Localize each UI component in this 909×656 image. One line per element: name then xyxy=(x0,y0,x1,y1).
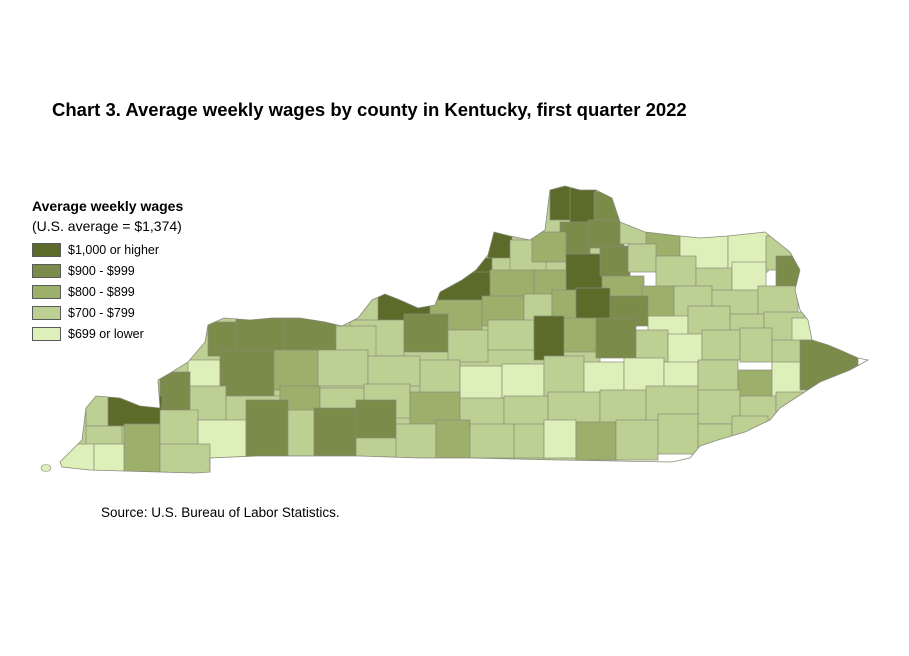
legend-item-800-899: $800 - $899 xyxy=(32,281,183,302)
legend-title: Average weekly wages xyxy=(32,198,184,214)
legend-swatch xyxy=(32,263,61,278)
county-region xyxy=(775,391,807,417)
county-region xyxy=(667,333,703,367)
county-region xyxy=(219,349,275,397)
legend-item-1000-plus: $1,000 or higher xyxy=(32,239,183,260)
county-region xyxy=(235,315,285,353)
county-region xyxy=(533,315,565,361)
legend-item-900-999: $900 - $999 xyxy=(32,260,183,281)
county-region xyxy=(563,317,597,353)
county-region xyxy=(93,443,125,473)
county-region xyxy=(435,419,471,459)
county-region xyxy=(697,359,739,395)
legend-swatch xyxy=(32,284,61,299)
county-region xyxy=(107,395,163,427)
county-region xyxy=(355,399,397,439)
county-region xyxy=(123,423,161,473)
county-region xyxy=(739,327,773,363)
county-region xyxy=(619,221,649,245)
county-region xyxy=(469,423,515,459)
legend-label: $900 - $999 xyxy=(68,263,135,278)
county-region xyxy=(551,289,577,321)
legend: Average weekly wages (U.S. average = $1,… xyxy=(32,198,183,344)
county-region xyxy=(487,319,535,351)
county-region xyxy=(593,191,621,223)
county-region xyxy=(159,409,199,447)
island-county-piece xyxy=(40,464,52,472)
county-region xyxy=(287,409,317,457)
county-region xyxy=(367,355,421,387)
legend-item-699-lower: $699 or lower xyxy=(32,323,183,344)
county-region xyxy=(775,255,803,287)
county-region xyxy=(313,407,357,457)
county-region xyxy=(245,399,289,459)
county-region xyxy=(595,317,637,359)
county-region xyxy=(159,443,211,473)
legend-swatch xyxy=(32,326,61,341)
county-region xyxy=(447,329,489,363)
county-region xyxy=(403,313,449,353)
legend-label: $700 - $799 xyxy=(68,305,135,320)
source-note: Source: U.S. Bureau of Labor Statistics. xyxy=(101,505,340,520)
legend-label: $1,000 or higher xyxy=(68,242,160,257)
county-region xyxy=(487,229,513,259)
county-region xyxy=(549,186,573,221)
county-region xyxy=(701,329,741,361)
county-region xyxy=(615,419,659,461)
legend-label: $800 - $899 xyxy=(68,284,135,299)
county-region xyxy=(627,243,657,273)
county-region xyxy=(419,359,461,395)
county-region xyxy=(283,317,337,355)
legend-subtitle: (U.S. average = $1,374) xyxy=(32,218,182,234)
legend-label: $699 or lower xyxy=(68,326,144,341)
county-region xyxy=(569,187,597,223)
county-region xyxy=(599,245,631,277)
county-region xyxy=(459,365,503,403)
county-region xyxy=(501,363,545,401)
county-region xyxy=(159,371,191,413)
county-region xyxy=(317,349,369,387)
county-region xyxy=(657,413,699,455)
county-region xyxy=(395,423,437,459)
legend-swatch xyxy=(32,242,61,257)
state-outline xyxy=(59,185,870,474)
county-region xyxy=(273,349,319,391)
county-region xyxy=(587,219,625,249)
county-region xyxy=(187,359,221,391)
county-region xyxy=(575,421,617,461)
legend-swatch xyxy=(32,305,61,320)
county-region xyxy=(85,425,123,447)
chart-title: Chart 3. Average weekly wages by county … xyxy=(52,99,687,120)
county-region xyxy=(799,339,859,391)
legend-item-700-799: $700 - $799 xyxy=(32,302,183,323)
county-region xyxy=(635,329,669,363)
county-region xyxy=(513,423,545,459)
county-region xyxy=(543,419,577,459)
county-region xyxy=(565,253,603,291)
county-region xyxy=(531,231,567,263)
county-region xyxy=(599,389,647,425)
